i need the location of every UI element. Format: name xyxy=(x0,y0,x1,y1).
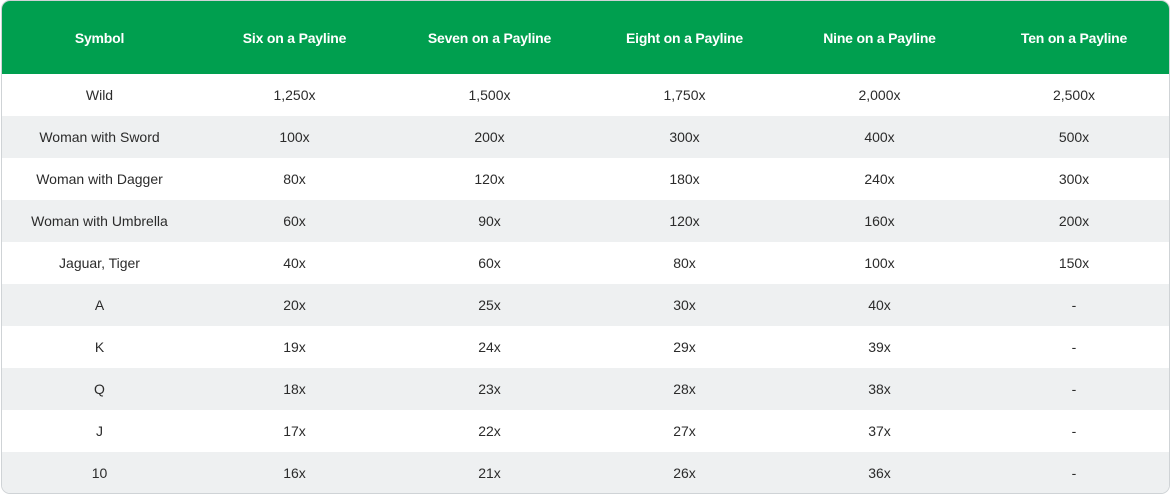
cell-six: 18x xyxy=(283,381,306,397)
cell-six: 60x xyxy=(283,213,306,229)
cell-seven: 24x xyxy=(478,339,501,355)
cell-six: 20x xyxy=(283,297,306,313)
column-header-symbol: Symbol xyxy=(74,29,125,46)
cell-ten: 300x xyxy=(1058,171,1090,187)
cell-symbol: J xyxy=(96,423,103,439)
cell-eight: 27x xyxy=(673,423,696,439)
cell-seven: 90x xyxy=(478,213,501,229)
cell-eight: 28x xyxy=(673,381,696,397)
table-row: 10 16x 21x 26x 36x - xyxy=(2,452,1169,493)
cell-nine: 39x xyxy=(868,339,891,355)
table-row: Woman with Umbrella 60x 90x 120x 160x 200x xyxy=(2,200,1169,242)
cell-eight: 180x xyxy=(669,171,700,187)
column-header-ten: Ten on a Payline xyxy=(1020,29,1128,46)
table-row: J 17x 22x 27x 37x - xyxy=(2,410,1169,452)
column-header-nine: Nine on a Payline xyxy=(823,29,936,46)
cell-eight: 80x xyxy=(673,255,696,271)
table-header: Symbol Six on a Payline Seven on a Payli… xyxy=(2,1,1169,74)
cell-six: 80x xyxy=(283,171,306,187)
cell-seven: 25x xyxy=(478,297,501,313)
cell-seven: 1,500x xyxy=(468,87,511,103)
cell-seven: 200x xyxy=(474,129,505,145)
cell-six: 17x xyxy=(283,423,306,439)
column-header-seven: Seven on a Payline xyxy=(427,29,552,46)
table-row: Wild 1,250x 1,500x 1,750x 2,000x 2,500x xyxy=(2,74,1169,116)
cell-ten: - xyxy=(1071,423,1077,439)
cell-six: 100x xyxy=(279,129,310,145)
cell-nine: 36x xyxy=(868,465,891,481)
table-row: Q 18x 23x 28x 38x - xyxy=(2,368,1169,410)
cell-symbol: 10 xyxy=(91,465,108,481)
table-row: Woman with Sword 100x 200x 300x 400x 500x xyxy=(2,116,1169,158)
cell-seven: 60x xyxy=(478,255,501,271)
cell-nine: 100x xyxy=(864,255,895,271)
cell-eight: 120x xyxy=(669,213,700,229)
cell-symbol: Q xyxy=(94,381,105,397)
cell-ten: 500x xyxy=(1058,129,1090,145)
cell-eight: 29x xyxy=(673,339,696,355)
table-row: Woman with Dagger 80x 120x 180x 240x 300x xyxy=(2,158,1169,200)
cell-ten: - xyxy=(1071,381,1077,397)
cell-nine: 400x xyxy=(864,129,895,145)
cell-eight: 1,750x xyxy=(663,87,706,103)
cell-nine: 160x xyxy=(864,213,895,229)
cell-seven: 21x xyxy=(478,465,501,481)
cell-ten: - xyxy=(1071,465,1077,481)
header-row: Symbol Six on a Payline Seven on a Payli… xyxy=(2,1,1169,74)
cell-eight: 26x xyxy=(673,465,696,481)
cell-nine: 38x xyxy=(868,381,891,397)
cell-ten: 150x xyxy=(1058,255,1090,271)
cell-symbol: Woman with Umbrella xyxy=(31,213,168,229)
table-body: Wild 1,250x 1,500x 1,750x 2,000x 2,500x Woman … xyxy=(2,74,1169,493)
cell-seven: 22x xyxy=(478,423,501,439)
cell-ten: - xyxy=(1071,297,1077,313)
cell-seven: 120x xyxy=(474,171,505,187)
cell-six: 1,250x xyxy=(273,87,316,103)
cell-nine: 2,000x xyxy=(858,87,901,103)
cell-ten: 2,500x xyxy=(1052,87,1096,103)
table-row: K 19x 24x 29x 39x - xyxy=(2,326,1169,368)
cell-six: 16x xyxy=(283,465,306,481)
cell-symbol: K xyxy=(94,339,105,355)
cell-symbol: Jaguar, Tiger xyxy=(59,255,140,271)
cell-eight: 30x xyxy=(673,297,696,313)
cell-six: 40x xyxy=(283,255,306,271)
column-header-eight: Eight on a Payline xyxy=(626,29,743,46)
cell-nine: 240x xyxy=(864,171,895,187)
column-header-six: Six on a Payline xyxy=(242,29,347,46)
cell-symbol: Woman with Sword xyxy=(39,129,160,145)
cell-six: 19x xyxy=(283,339,306,355)
cell-nine: 40x xyxy=(868,297,891,313)
table-row: A 20x 25x 30x 40x - xyxy=(2,284,1169,326)
cell-nine: 37x xyxy=(868,423,891,439)
cell-seven: 23x xyxy=(478,381,501,397)
cell-symbol: Wild xyxy=(85,87,114,103)
cell-ten: - xyxy=(1071,339,1077,355)
table-row: Jaguar, Tiger 40x 60x 80x 100x 150x xyxy=(2,242,1169,284)
cell-symbol: A xyxy=(94,297,105,313)
cell-ten: 200x xyxy=(1058,213,1090,229)
cell-eight: 300x xyxy=(669,129,700,145)
cell-symbol: Woman with Dagger xyxy=(36,171,163,187)
